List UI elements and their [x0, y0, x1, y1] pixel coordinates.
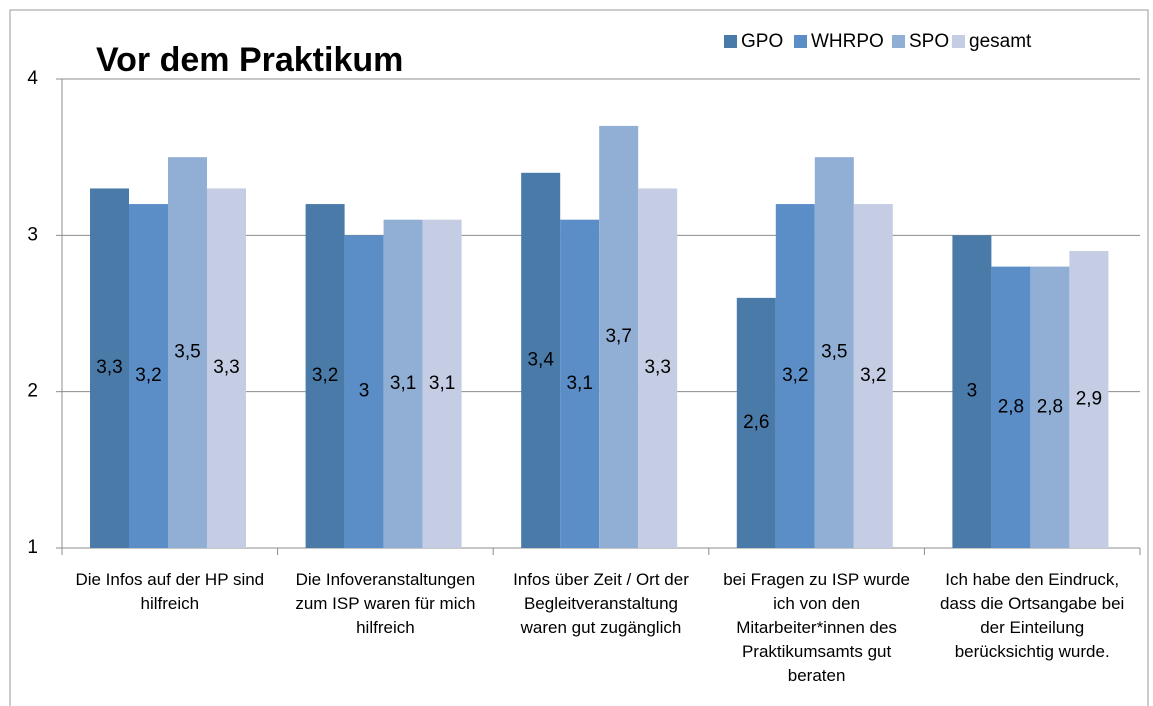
bar: [383, 219, 423, 548]
bar: [521, 172, 561, 549]
bar: [599, 125, 639, 549]
bar: [207, 188, 246, 548]
y-tick-label: 1: [27, 537, 38, 558]
legend-label: GPO: [741, 31, 783, 52]
bar: [736, 297, 776, 548]
data-label: 2,8: [1037, 396, 1063, 417]
x-tick-label: Infos über Zeit / Ort der Begleitveranst…: [513, 570, 689, 637]
data-label: 3,1: [390, 373, 416, 394]
y-tick-label: 3: [27, 224, 38, 245]
data-label: 2,8: [998, 396, 1024, 417]
bar: [168, 157, 207, 548]
bar: [129, 204, 168, 549]
data-label: 3,5: [174, 342, 200, 363]
y-tick-label: 2: [27, 381, 38, 402]
x-tick-label: Die Infoveranstaltungen zum ISP waren fü…: [295, 570, 476, 637]
bar: [422, 219, 462, 548]
data-label: 3: [359, 381, 370, 402]
bar: [90, 188, 129, 548]
y-tick-label: 4: [27, 68, 38, 89]
bar: [638, 188, 678, 548]
data-label: 3,5: [821, 342, 847, 363]
legend-label: WHRPO: [811, 31, 884, 52]
data-label: 3,3: [644, 357, 670, 378]
bar: [853, 204, 893, 549]
data-label: 3,2: [135, 365, 161, 386]
bar: [344, 235, 384, 549]
legend-swatch: [794, 35, 807, 48]
data-label: 3,4: [527, 349, 554, 370]
bar: [1069, 250, 1109, 548]
data-label: 3,3: [96, 357, 122, 378]
data-label: 3,1: [566, 373, 592, 394]
bar: [952, 235, 992, 549]
data-label: 3,7: [605, 326, 631, 347]
bar: [814, 157, 854, 548]
x-tick-label: Die Infos auf der HP sind hilfreich: [75, 570, 265, 613]
x-tick-label: Ich habe den Eindruck, dass die Ortsanga…: [940, 570, 1125, 661]
legend-swatch: [892, 35, 905, 48]
data-label: 3,3: [213, 357, 239, 378]
legend-label: SPO: [909, 31, 949, 52]
legend-label: gesamt: [969, 31, 1032, 52]
data-label: 3,2: [312, 365, 338, 386]
data-label: 3: [967, 381, 978, 402]
legend-swatch: [724, 35, 737, 48]
chart-border: [9, 9, 1149, 706]
x-tick-label: bei Fragen zu ISP wurde ich von den Mita…: [723, 570, 910, 685]
bar: [1030, 266, 1070, 548]
data-label: 2,9: [1076, 388, 1102, 409]
data-label: 2,6: [743, 412, 769, 433]
chart-title: Vor dem Praktikum: [96, 41, 403, 79]
data-label: 3,2: [860, 365, 886, 386]
bar: [991, 266, 1031, 548]
data-label: 3,2: [782, 365, 808, 386]
bar: [305, 204, 345, 549]
bar: [775, 204, 815, 549]
legend-swatch: [952, 35, 965, 48]
data-label: 3,1: [429, 373, 455, 394]
bar: [560, 219, 600, 548]
